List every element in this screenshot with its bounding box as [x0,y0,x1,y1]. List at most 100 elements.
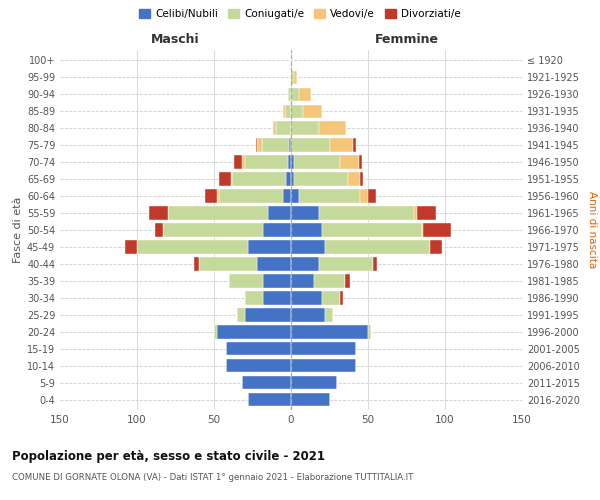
Bar [319,206,414,220]
Bar [291,190,299,202]
Bar [368,326,371,338]
Bar [291,156,294,168]
Bar [325,240,430,254]
Bar [294,156,340,168]
Bar [155,224,163,236]
Bar [232,172,286,186]
Bar [373,258,377,270]
Bar [288,88,291,101]
Bar [214,326,217,338]
Bar [359,156,362,168]
Bar [262,138,289,151]
Bar [291,138,329,151]
Legend: Celibi/Nubili, Coniugati/e, Vedovi/e, Divorziati/e: Celibi/Nubili, Coniugati/e, Vedovi/e, Di… [135,5,465,24]
Bar [248,393,291,406]
Bar [360,172,364,186]
Bar [291,206,319,220]
Bar [304,104,322,118]
Bar [242,156,245,168]
Bar [256,138,257,151]
Bar [149,206,168,220]
Bar [291,70,294,84]
Text: COMUNE DI GORNATE OLONA (VA) - Dati ISTAT 1° gennaio 2021 - Elaborazione TUTTITA: COMUNE DI GORNATE OLONA (VA) - Dati ISTA… [12,472,413,482]
Text: Maschi: Maschi [151,33,200,46]
Bar [237,308,245,322]
Bar [291,104,304,118]
Bar [288,156,291,168]
Text: Femmine: Femmine [374,33,439,46]
Bar [291,122,319,134]
Bar [217,326,291,338]
Bar [226,359,291,372]
Bar [291,258,319,270]
Bar [242,376,291,390]
Bar [348,172,360,186]
Bar [163,224,263,236]
Bar [291,172,294,186]
Bar [205,190,217,202]
Bar [294,70,297,84]
Bar [314,274,345,287]
Bar [234,156,242,168]
Bar [291,240,325,254]
Bar [291,224,322,236]
Bar [218,172,231,186]
Bar [137,240,248,254]
Y-axis label: Anni di nascita: Anni di nascita [587,192,596,268]
Y-axis label: Fasce di età: Fasce di età [13,197,23,263]
Bar [291,376,337,390]
Bar [291,393,329,406]
Bar [291,274,314,287]
Bar [168,206,268,220]
Bar [245,308,291,322]
Bar [286,172,291,186]
Bar [368,190,376,202]
Bar [257,258,291,270]
Bar [424,224,451,236]
Bar [289,138,291,151]
Bar [217,190,218,202]
Bar [422,224,424,236]
Bar [125,240,137,254]
Bar [229,274,263,287]
Bar [291,292,322,304]
Text: Popolazione per età, sesso e stato civile - 2021: Popolazione per età, sesso e stato civil… [12,450,325,463]
Bar [285,104,291,118]
Bar [294,172,348,186]
Bar [257,138,262,151]
Bar [329,138,353,151]
Bar [263,292,291,304]
Bar [417,206,436,220]
Bar [340,292,343,304]
Bar [226,342,291,355]
Bar [322,224,422,236]
Bar [291,326,368,338]
Bar [263,224,291,236]
Bar [291,88,299,101]
Bar [319,258,373,270]
Bar [319,122,346,134]
Bar [325,308,332,322]
Bar [218,190,283,202]
Bar [283,190,291,202]
Bar [322,292,340,304]
Bar [283,104,285,118]
Bar [199,258,257,270]
Bar [430,240,442,254]
Bar [268,206,291,220]
Bar [263,274,291,287]
Bar [231,172,232,186]
Bar [345,274,350,287]
Bar [291,359,356,372]
Bar [291,308,325,322]
Bar [245,156,288,168]
Bar [291,342,356,355]
Bar [340,156,359,168]
Bar [299,190,360,202]
Bar [360,190,368,202]
Bar [272,122,275,134]
Bar [275,122,291,134]
Bar [414,206,417,220]
Bar [248,240,291,254]
Bar [245,292,263,304]
